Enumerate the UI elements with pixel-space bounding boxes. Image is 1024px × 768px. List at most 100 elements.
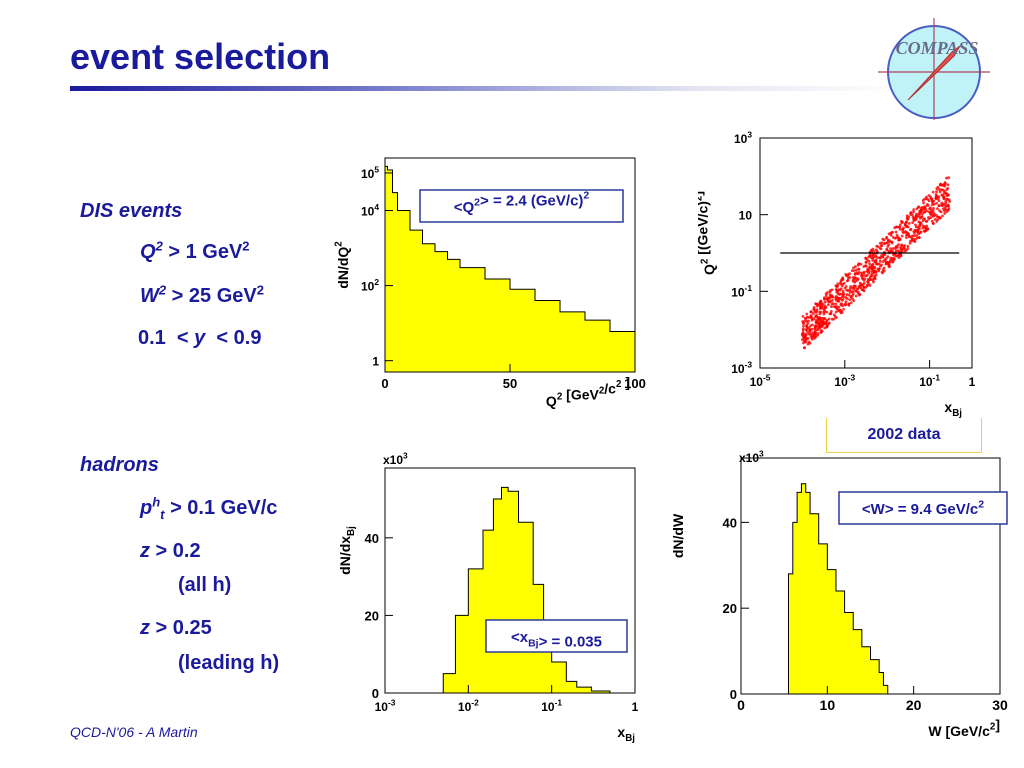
scatter-point	[919, 230, 923, 234]
scatter-point	[806, 337, 810, 340]
scatter-point	[932, 207, 935, 210]
scatter-point	[922, 210, 926, 214]
scatter-point	[825, 324, 829, 328]
scatter-point	[927, 210, 931, 214]
z2-note: (leading h)	[178, 652, 280, 674]
z1-cut: z > 0.2	[140, 540, 201, 562]
z2-cut: z > 0.25	[140, 617, 212, 639]
scatter-point	[939, 188, 943, 191]
scatter-point	[907, 233, 910, 237]
scatter-point	[921, 199, 925, 202]
scatter-point	[834, 302, 838, 306]
xbj-y-tick-label: 40	[365, 531, 379, 546]
scatter-point	[807, 319, 811, 323]
scatter-point	[909, 227, 913, 231]
scatter-point	[867, 268, 870, 272]
scatter-point	[900, 243, 904, 247]
scatter-point	[851, 290, 855, 293]
scatter-point	[848, 272, 851, 276]
scatter-point	[940, 193, 944, 197]
xbj-y-multiplier: x103	[383, 451, 408, 467]
scatter-point	[943, 203, 947, 207]
scatter-point	[854, 268, 858, 272]
scatter-point	[941, 214, 944, 218]
q2-annotation: <Q2> = 2.4 (GeV/c)2	[454, 190, 590, 217]
scatter-point	[801, 333, 805, 337]
scatter-point	[901, 227, 905, 231]
scatter-point	[937, 195, 941, 199]
scatter-point	[822, 296, 826, 300]
scatter-point	[878, 241, 882, 245]
scatter-point	[913, 234, 916, 238]
scatter-point	[823, 317, 827, 321]
scatter-point	[913, 231, 916, 235]
scatter-point	[934, 213, 938, 217]
scatter-point	[870, 272, 874, 276]
scatter-point	[843, 303, 847, 307]
scatter-point	[902, 247, 906, 251]
scatter-point	[899, 246, 903, 250]
slide-title: event selection	[70, 36, 331, 77]
scatter-point	[844, 300, 848, 304]
w-x-tick-label: 10	[820, 697, 836, 713]
scatter-point	[814, 335, 818, 339]
scatter-point	[903, 244, 906, 247]
xbj-x-tick-label: 10-1	[541, 698, 562, 714]
scatter-point	[906, 244, 910, 248]
scatter-point	[891, 247, 895, 250]
scatter-point	[856, 272, 860, 276]
scatter-point	[824, 305, 828, 309]
scatter-point	[923, 217, 927, 221]
scatter-point	[936, 207, 939, 211]
scatter-point	[899, 253, 903, 257]
scatter-point	[835, 307, 839, 311]
scatter-point	[839, 292, 843, 296]
scatter-point	[887, 239, 891, 242]
scatter-point	[899, 220, 903, 223]
scatter-point	[849, 301, 853, 305]
scatter-point	[809, 310, 813, 314]
scatter-point	[871, 262, 875, 266]
q2-y-axis-label: dN/dQ2	[334, 241, 351, 289]
scatter-point	[909, 239, 912, 243]
scatter-point	[885, 241, 889, 245]
scatter-point	[938, 204, 941, 208]
scatter-point	[885, 235, 889, 239]
scatter-point	[881, 260, 885, 264]
scatter-point	[827, 321, 831, 325]
scatter-point	[937, 216, 941, 219]
scatter-point	[844, 285, 848, 288]
scatter-point	[891, 260, 895, 264]
scatter-point	[852, 269, 856, 273]
scatter-point	[920, 215, 924, 219]
scatter-point	[938, 190, 942, 194]
scatter-point	[947, 176, 951, 180]
scatter-point	[854, 279, 858, 283]
logo-text: COMPASS	[896, 38, 979, 58]
scatter-point	[868, 284, 872, 287]
scatter-point	[818, 301, 822, 304]
q2-x-tick-label: 100	[624, 376, 646, 391]
scatter-point	[889, 256, 893, 260]
scatter-point	[895, 244, 899, 248]
scatter-point	[931, 190, 935, 194]
scatter-point	[845, 297, 849, 300]
scatter-point	[897, 238, 900, 242]
scatter-point	[923, 207, 926, 211]
scatter-point	[862, 265, 866, 268]
scatter-point	[939, 210, 943, 214]
scatter-point	[876, 256, 880, 260]
scatter-point	[896, 254, 900, 257]
scatter-point	[924, 229, 928, 232]
scatter-point	[927, 199, 931, 203]
scatter-point	[841, 289, 845, 293]
scatter-point	[832, 317, 836, 321]
w-histogram	[784, 483, 889, 695]
scatter-point	[930, 197, 934, 201]
q2-y-tick-label: 105	[361, 165, 379, 181]
z1-note: (all h)	[178, 574, 232, 596]
scatter-point	[809, 316, 813, 319]
scatter-point	[845, 279, 849, 283]
w-distribution-chart: 0 10 20 30 0 20 40 x103 dN/dW W [GeV/c2] <W> = 9.4…	[670, 450, 1008, 739]
scatter-point	[802, 322, 805, 325]
